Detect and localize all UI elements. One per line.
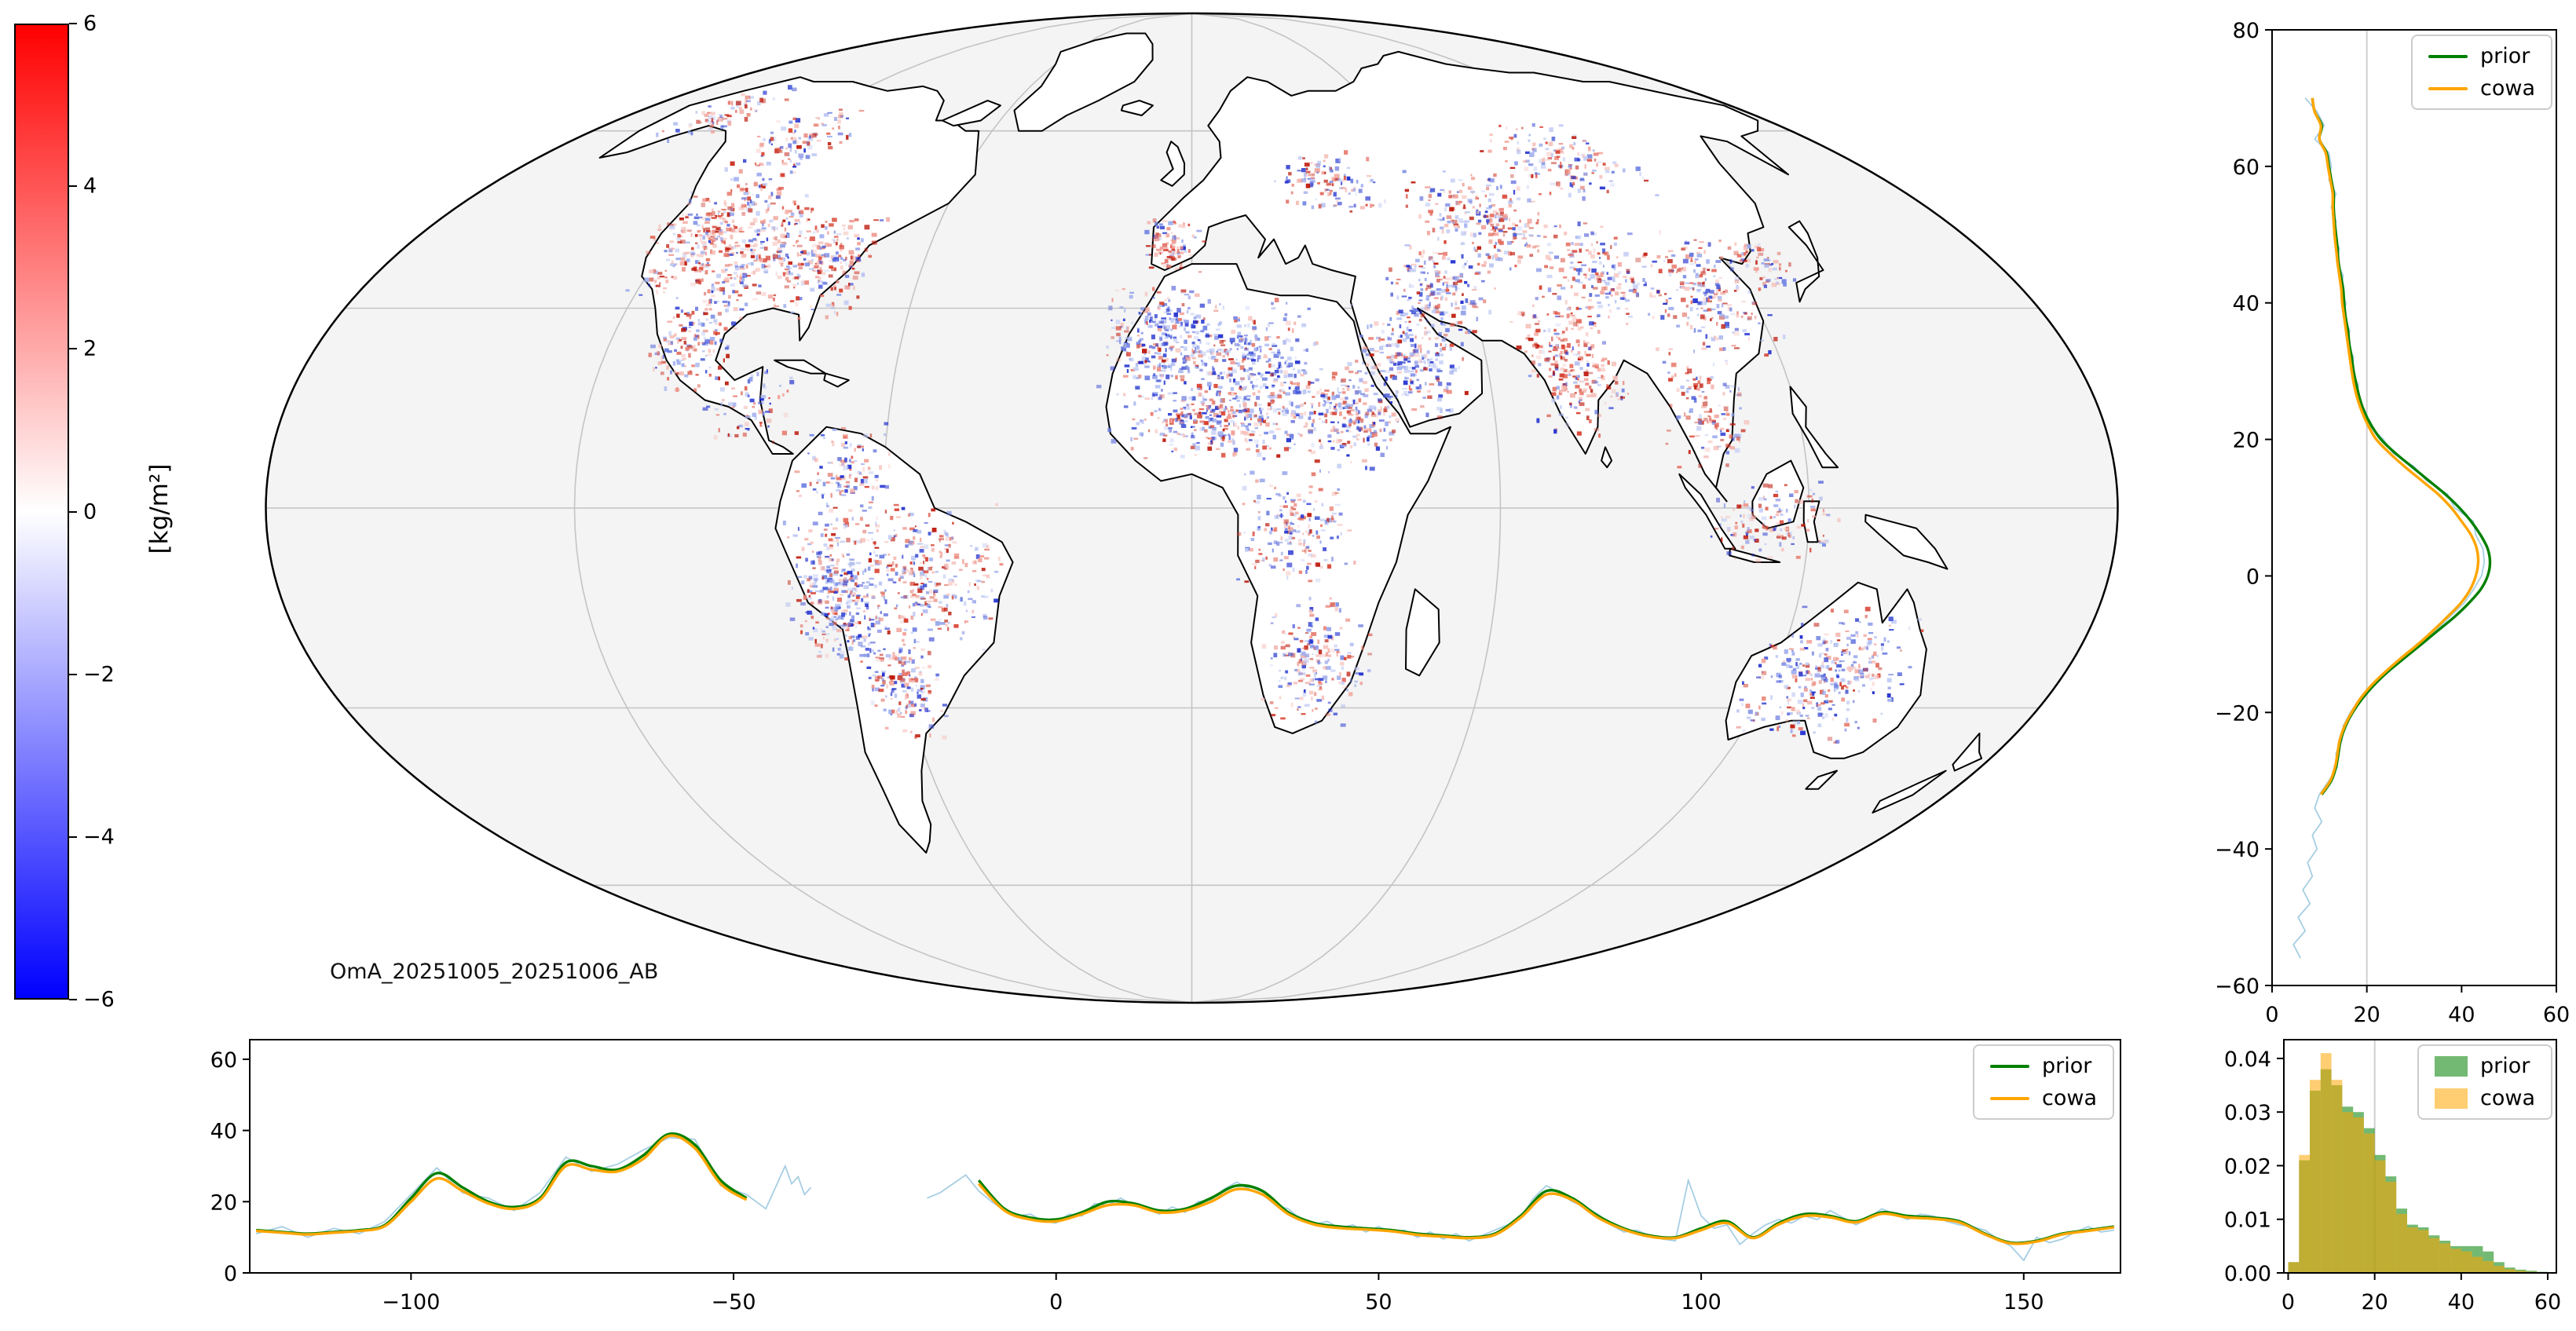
landmass-uk [1160, 141, 1186, 187]
colorbar-tick-mark [69, 673, 77, 675]
map-title-label: OmA_20251005_20251006_AB [330, 960, 659, 984]
legend-label-cowa: cowa [2480, 1086, 2535, 1110]
landmass-new-zealand-north [1952, 732, 1983, 772]
landmass-sri-lanka [1601, 446, 1613, 469]
longitude-series [255, 1132, 2115, 1262]
landmass-tasmania [1805, 770, 1838, 790]
colorbar-gradient [14, 24, 69, 1000]
colorbar-tick-label: 2 [83, 336, 97, 361]
legend-item-cowa: cowa [2428, 76, 2535, 101]
colorbar-tick-label: 6 [83, 11, 97, 36]
cowa-line [977, 1183, 2115, 1245]
legend-label-prior: prior [2480, 44, 2530, 68]
legend-label-cowa: cowa [2480, 76, 2535, 101]
colorbar-tick-label: −6 [83, 987, 115, 1012]
landmass-north-america [598, 76, 980, 455]
legend-item-prior: prior [2428, 44, 2535, 68]
landmass-australia [1725, 581, 1927, 759]
world-map-difference-panel [265, 12, 2119, 1004]
cowa-line [256, 1134, 748, 1236]
colorbar-tick-mark [69, 999, 77, 1000]
cowa-line-swatch [1990, 1096, 2029, 1100]
prior-line-swatch [2428, 54, 2468, 58]
map-boundary [265, 12, 2119, 1004]
colorbar-tick-label: 0 [83, 499, 97, 524]
prior-line [977, 1179, 2115, 1245]
cowa-bars [2288, 1053, 2548, 1273]
histogram-legend: prior cowa [2417, 1044, 2552, 1120]
landmass-iceland [1120, 100, 1154, 116]
histogram-panel: 0 20 40 600.000.010.020.030.04 [2224, 1039, 2561, 1315]
landmass-sulawesi [1802, 500, 1820, 543]
landmass-greenland [1013, 32, 1154, 132]
longitude-legend: prior cowa [1973, 1044, 2114, 1120]
obs-line [2292, 97, 2486, 959]
prior-patch-swatch [2435, 1055, 2468, 1077]
colorbar-tick-label: −4 [83, 825, 115, 850]
cowa-patch-swatch [2435, 1088, 2468, 1109]
cowa-line [2311, 97, 2480, 795]
colorbar-tick-mark [69, 185, 77, 188]
prior-line [2311, 97, 2492, 795]
landmass-new-guinea [1864, 514, 1948, 570]
landmass-hispaniola [823, 372, 850, 388]
landmass-cuba [774, 359, 827, 375]
legend-item-prior: prior [1990, 1054, 2097, 1078]
latitude-legend: prior cowa [2411, 35, 2552, 110]
legend-item-prior: prior [2435, 1054, 2535, 1078]
colorbar-tick-mark [69, 23, 77, 24]
colorbar-unit-label: [kg/m²] [145, 463, 174, 554]
landmass-eurasia [1151, 50, 1789, 503]
colorbar-tick-mark [69, 836, 77, 838]
landmass-philippines [1789, 386, 1839, 469]
landmass-baffin [941, 100, 1001, 127]
axes: 0 20 40 600.000.010.020.030.04 [2224, 1039, 2561, 1315]
colorbar-tick-mark [69, 510, 77, 513]
anomaly-dots [625, 85, 1924, 744]
landmass-madagascar [1405, 588, 1440, 677]
legend-label-prior: prior [2042, 1054, 2092, 1078]
colorbar-tick-mark [69, 348, 77, 350]
cowa-line-swatch [2428, 86, 2468, 90]
prior-line [256, 1132, 748, 1235]
colorbar-tick-label: 4 [83, 174, 97, 199]
landmass-new-zealand-south [1872, 770, 1947, 814]
legend-item-cowa: cowa [2435, 1086, 2535, 1110]
latitude-series [2292, 97, 2492, 959]
legend-label-prior: prior [2480, 1054, 2530, 1078]
landmass-japan [1787, 220, 1824, 303]
prior-line-swatch [1990, 1064, 2029, 1068]
legend-label-cowa: cowa [2042, 1086, 2097, 1110]
colorbar-tick-label: −2 [83, 662, 115, 687]
legend-item-cowa: cowa [1990, 1086, 2097, 1110]
